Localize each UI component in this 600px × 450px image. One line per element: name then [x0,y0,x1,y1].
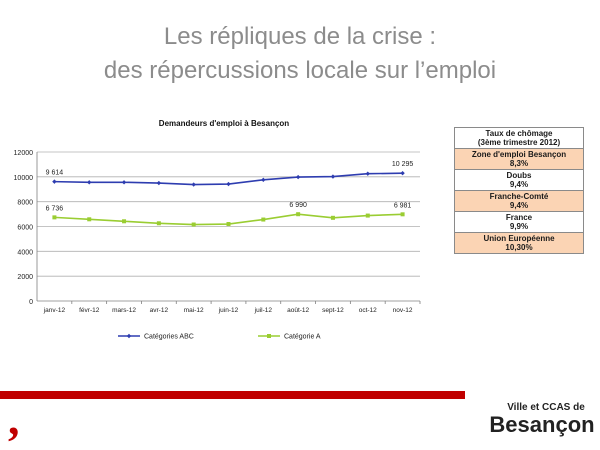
data-point [122,219,127,224]
row-value: 8,3% [509,159,529,168]
logo-besancon: Besançon [489,412,595,437]
x-tick-label: mars-12 [112,307,136,314]
data-labels: 9 614 10 295 6 736 6 990 6 981 [46,161,414,212]
y-tick-label: 0 [29,299,33,306]
data-point [330,215,335,220]
table-header: Taux de chômage (3ème trimestre 2012) [454,127,584,149]
table-row: Zone d'emploi Besançon 8,3% [454,148,584,170]
table-header-row: Taux de chômage (3ème trimestre 2012) [454,127,584,149]
line-chart: Demandeurs d'emploi à Besançon 0 2000 4000… [14,119,421,341]
x-tick-label: janv-12 [43,307,66,314]
table-row: Doubs 9,4% [454,169,584,191]
data-point [365,213,370,218]
data-point [296,212,301,217]
y-tick-label: 2000 [17,274,33,281]
y-tick-label: 12000 [14,150,34,157]
row-label: Franche-Comté [489,192,549,201]
x-tick-label: févr-12 [79,307,100,314]
data-point [87,180,92,185]
data-point [156,180,162,186]
row-value: 9,4% [509,201,529,210]
row-label: Union Européenne [483,234,555,243]
row-value: 10,30% [505,243,533,252]
y-tick-label: 10000 [14,175,34,182]
row-value: 9,4% [509,180,529,189]
data-label: 10 295 [392,161,414,168]
legend-label: Catégorie A [284,334,321,341]
brand-comma-icon: , [8,393,20,444]
row-label: Doubs [506,171,532,180]
y-axis: 0 2000 4000 6000 8000 10000 12000 [14,150,38,306]
footer-accent-bar [0,391,465,399]
y-tick-label: 4000 [17,249,33,256]
data-point [226,222,231,227]
data-point [330,174,336,179]
data-label: 6 990 [289,202,307,209]
chart-title: Demandeurs d'emploi à Besançon [159,119,289,128]
data-point [156,221,161,226]
table-row: France 9,9% [454,211,584,233]
data-point [261,217,266,222]
data-point [295,174,301,180]
data-point [400,170,405,176]
table-row: Union Européenne 10,30% [454,232,584,254]
data-point [52,179,57,184]
x-tick-label: mai-12 [184,307,204,314]
data-label: 9 614 [46,170,64,177]
data-point [52,215,57,220]
data-point [87,217,92,222]
data-point [400,212,405,217]
data-point [365,171,370,176]
x-tick-label: août-12 [287,307,309,314]
data-point [191,182,196,187]
chart-legend: Catégories ABC Catégorie A [118,334,321,341]
data-label: 6 981 [394,202,412,209]
x-tick-label: sept-12 [322,307,344,314]
data-point [261,177,266,183]
y-tick-label: 8000 [17,200,33,207]
legend-label: Catégories ABC [144,334,194,341]
x-tick-label: avr-12 [150,307,169,314]
slide-title-line1: Les répliques de la crise : [163,23,437,50]
table-row: Franche-Comté 9,4% [454,190,584,212]
legend-marker [267,334,271,338]
x-tick-label: nov-12 [393,307,413,314]
unemployment-rate-table: Taux de chômage (3ème trimestre 2012) Zo… [454,127,584,254]
chart-series [52,170,405,227]
data-point [121,180,127,185]
x-tick-label: juil-12 [254,307,273,314]
row-label: Zone d'emploi Besançon [471,150,567,159]
table-header-line1: Taux de chômage [485,129,553,138]
row-label: France [505,213,533,222]
table-header-line2: (3ème trimestre 2012) [477,138,561,147]
logo-subtitle: Ville et CCAS de [507,402,585,413]
chart-grid [37,151,420,302]
x-axis: janv-12 févr-12 mars-12 avr-12 mai-12 juin-12… [43,301,421,314]
slide-title-line2: des répercussions locale sur l’emploi [103,57,497,84]
row-value: 9,9% [509,222,529,231]
data-point [191,222,196,227]
data-point [226,181,231,187]
legend-marker [126,333,132,339]
x-tick-label: juin-12 [218,307,239,314]
x-tick-label: oct-12 [359,307,377,314]
data-label: 6 736 [46,205,64,212]
y-tick-label: 6000 [17,225,33,232]
